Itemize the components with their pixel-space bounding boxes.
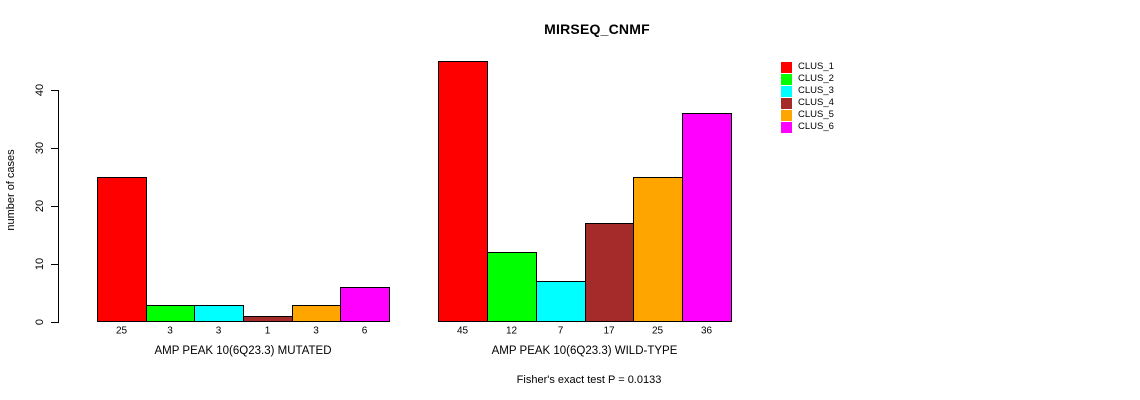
bar-value-label: 3 <box>215 325 222 337</box>
legend-label: CLUS_6 <box>798 121 834 132</box>
bar-value-label: 6 <box>361 325 368 337</box>
legend-swatch-clus-3 <box>781 85 792 97</box>
legend-item-clus-5: CLUS_5 <box>781 109 834 121</box>
legend-label: CLUS_1 <box>798 61 834 72</box>
y-axis-label: number of cases <box>5 149 17 231</box>
bar-clus-6-wild-type <box>682 113 732 322</box>
y-tick-label: 30 <box>34 141 46 155</box>
bar-value-label: 25 <box>115 325 128 337</box>
y-tick-mark <box>51 322 58 323</box>
bar-value-label: 36 <box>700 325 713 337</box>
legend-label: CLUS_4 <box>798 97 834 108</box>
y-axis-line <box>58 90 59 323</box>
y-tick-mark <box>51 90 58 91</box>
legend-item-clus-2: CLUS_2 <box>781 73 834 85</box>
bar-value-label: 45 <box>456 325 469 337</box>
legend-swatch-clus-6 <box>781 121 792 133</box>
bar-clus-1-mutated <box>97 177 147 322</box>
y-tick-mark <box>51 148 58 149</box>
legend-label: CLUS_3 <box>798 85 834 96</box>
y-tick-label: 0 <box>34 318 46 326</box>
legend: CLUS_1 CLUS_2 CLUS_3 CLUS_4 CLUS_5 CLUS_6 <box>781 61 834 133</box>
legend-swatch-clus-2 <box>781 73 792 85</box>
bar-value-label: 3 <box>167 325 173 337</box>
legend-swatch-clus-1 <box>781 61 792 73</box>
bar-value-label: 1 <box>264 325 271 337</box>
legend-swatch-clus-4 <box>781 97 792 109</box>
y-tick-mark <box>51 264 58 265</box>
legend-item-clus-6: CLUS_6 <box>781 121 834 133</box>
bar-clus-3-mutated <box>194 305 244 322</box>
bar-clus-5-wild-type <box>633 177 683 322</box>
bar-value-label: 25 <box>651 325 664 337</box>
bar-clus-4-wild-type <box>585 223 634 322</box>
bar-value-label: 3 <box>313 325 319 337</box>
bar-clus-5-mutated <box>292 305 341 322</box>
group-x-label: AMP PEAK 10(6Q23.3) MUTATED <box>154 345 332 357</box>
group-x-label: AMP PEAK 10(6Q23.3) WILD-TYPE <box>491 345 678 357</box>
fisher-test-note: Fisher's exact test P = 0.0133 <box>516 374 662 386</box>
y-tick-label: 20 <box>34 199 46 213</box>
legend-item-clus-4: CLUS_4 <box>781 97 834 109</box>
bar-clus-3-wild-type <box>536 281 586 322</box>
y-tick-label: 10 <box>34 257 46 271</box>
bar-value-label: 7 <box>557 325 564 337</box>
bar-clus-4-mutated <box>243 316 293 322</box>
legend-item-clus-3: CLUS_3 <box>781 85 834 97</box>
bar-clus-6-mutated <box>340 287 390 322</box>
bar-clus-2-wild-type <box>487 252 537 322</box>
chart-title: MIRSEQ_CNMF <box>544 21 650 37</box>
legend-label: CLUS_5 <box>798 109 834 120</box>
y-tick-mark <box>51 206 58 207</box>
bar-value-label: 12 <box>505 325 518 337</box>
bar-value-label: 17 <box>603 325 615 337</box>
bar-clus-2-mutated <box>146 305 195 322</box>
y-tick-label: 40 <box>34 83 46 97</box>
legend-label: CLUS_2 <box>798 73 834 84</box>
legend-swatch-clus-5 <box>781 109 792 121</box>
bar-clus-1-wild-type <box>438 61 488 322</box>
legend-item-clus-1: CLUS_1 <box>781 61 834 73</box>
